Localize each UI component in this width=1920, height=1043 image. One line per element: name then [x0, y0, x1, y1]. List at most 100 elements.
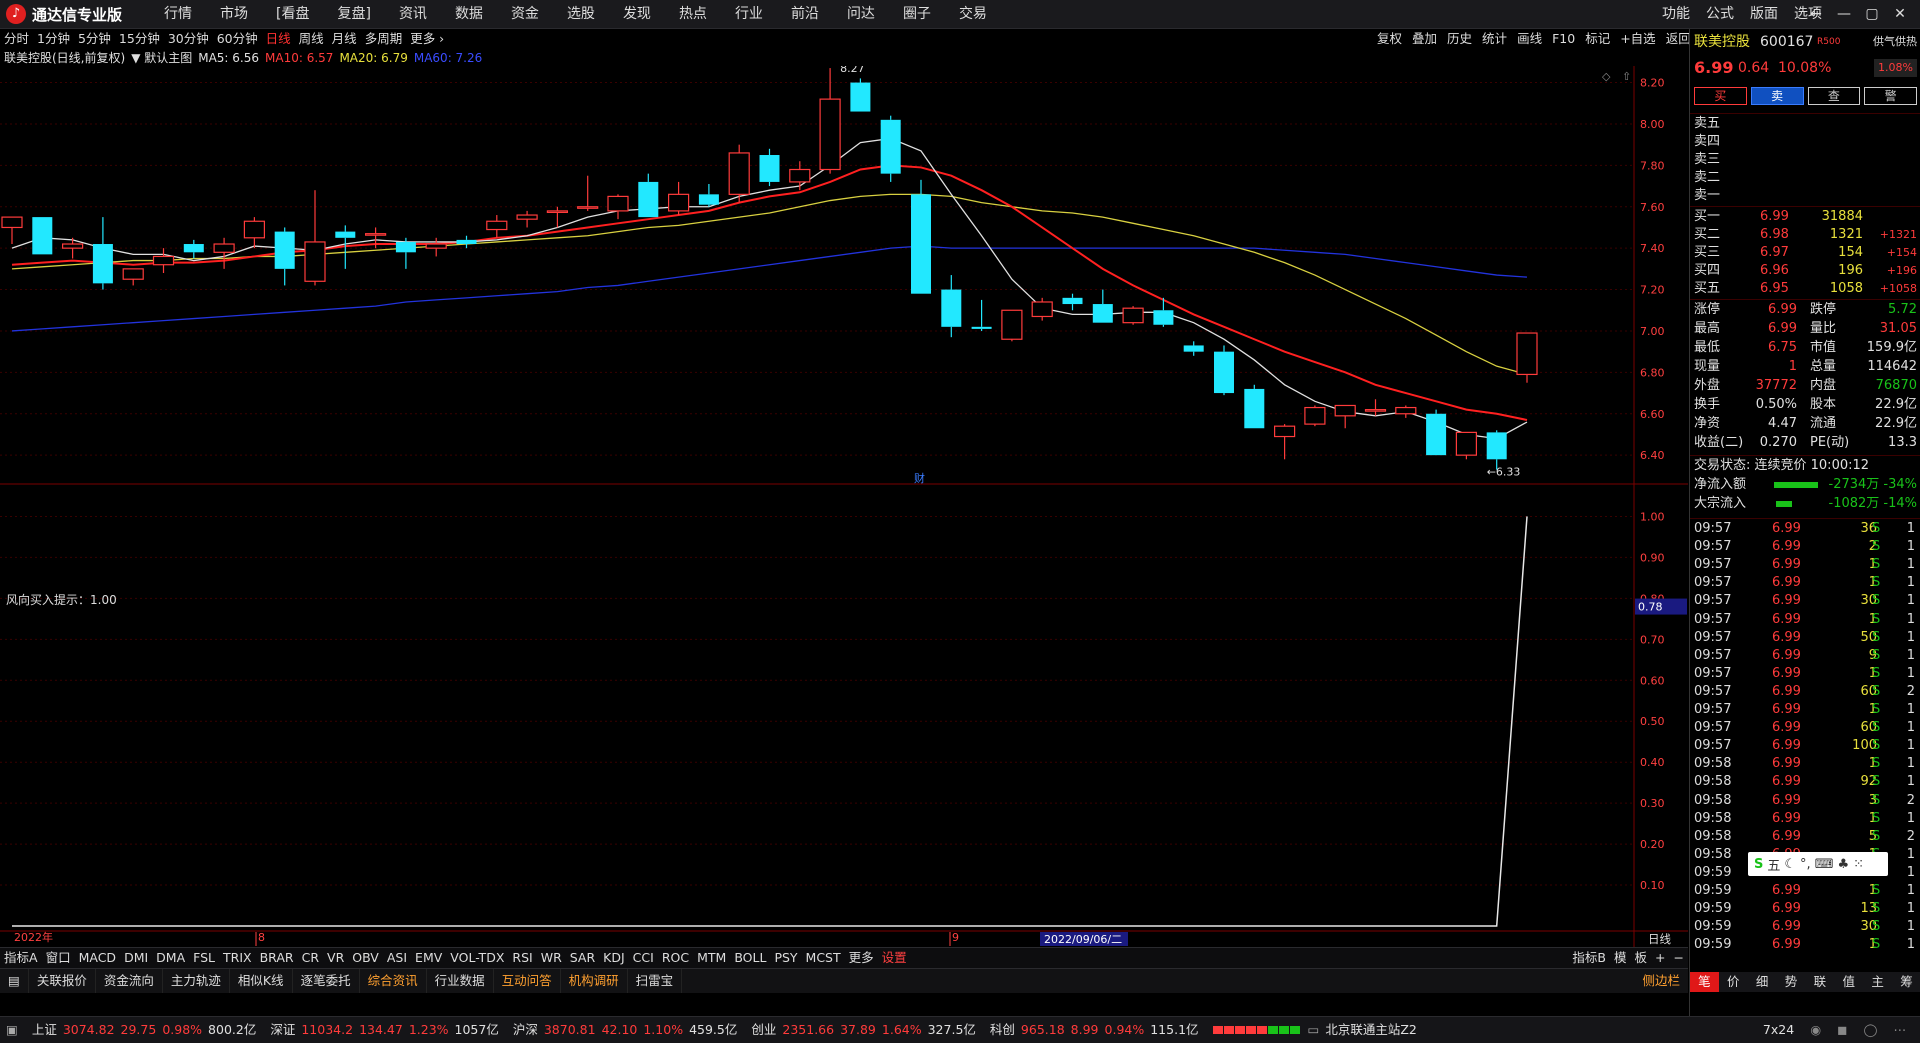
candle[interactable]	[1, 216, 23, 245]
candle[interactable]	[728, 144, 750, 203]
candle[interactable]	[1153, 297, 1174, 327]
candle[interactable]	[850, 78, 871, 112]
candle[interactable]	[1062, 293, 1083, 311]
finance-marker[interactable]: 财	[914, 471, 925, 485]
indicator-tab[interactable]: MTM	[697, 950, 727, 965]
candle[interactable]	[1273, 424, 1296, 460]
info-tab[interactable]: 综合资讯	[360, 969, 427, 993]
period-tab[interactable]: 周线	[298, 31, 324, 46]
candle[interactable]	[1214, 345, 1234, 396]
candle[interactable]	[243, 217, 265, 249]
indicator-tab[interactable]: ROC	[661, 950, 690, 965]
x-period-label[interactable]: 日线	[1648, 932, 1671, 946]
period-tab[interactable]: 多周期	[364, 31, 403, 46]
status-icon[interactable]: ◯	[1863, 1022, 1878, 1037]
candle[interactable]	[1516, 332, 1538, 383]
candle[interactable]	[32, 217, 53, 255]
info-tab[interactable]: 机构调研	[561, 969, 628, 993]
ime-grid-icon[interactable]: ⁙	[1853, 856, 1865, 872]
indicator-tab[interactable]: CCI	[632, 950, 654, 965]
candle[interactable]	[1001, 309, 1023, 342]
candle[interactable]	[395, 237, 416, 269]
chart-tool[interactable]: 返回	[1665, 31, 1691, 46]
period-tab[interactable]: 1分钟	[37, 31, 70, 46]
candle[interactable]	[425, 237, 447, 257]
candle[interactable]	[638, 173, 659, 218]
period-tab[interactable]: 分时	[4, 31, 30, 46]
indicator-tab[interactable]: ASI	[386, 950, 408, 965]
candle[interactable]	[1244, 384, 1265, 429]
right-menu-item[interactable]: 公式	[1706, 6, 1734, 22]
candle[interactable]	[1395, 405, 1417, 418]
menu-item[interactable]: 交易	[958, 6, 987, 22]
indicator-tab[interactable]: 设置	[881, 950, 907, 965]
candle[interactable]	[607, 194, 629, 220]
indicator-tab[interactable]: FSL	[193, 950, 216, 965]
trade-button[interactable]: 查	[1807, 87, 1861, 105]
indicator-tab[interactable]: BRAR	[259, 950, 294, 965]
indicator-tab[interactable]: WR	[540, 950, 562, 965]
indicator-tab[interactable]: BOLL	[734, 950, 767, 965]
candle[interactable]	[1031, 297, 1053, 321]
period-tab[interactable]: 60分钟	[216, 31, 258, 46]
ime-skin-icon[interactable]: ♣	[1837, 856, 1850, 872]
candle[interactable]	[941, 275, 962, 338]
status-icon[interactable]: ⋯	[1893, 1022, 1907, 1037]
candle[interactable]	[819, 68, 841, 174]
candle[interactable]	[1183, 341, 1204, 356]
candle[interactable]	[304, 190, 326, 286]
menu-item[interactable]: 热点	[678, 6, 707, 22]
indicator-tab-right[interactable]: +	[1655, 950, 1666, 965]
candle[interactable]	[789, 161, 811, 191]
chart-tool[interactable]: F10	[1552, 31, 1576, 46]
chart-tool[interactable]: 统计	[1482, 31, 1508, 46]
trade-button[interactable]: 卖	[1750, 87, 1804, 105]
candle[interactable]	[1455, 431, 1478, 460]
status-icon[interactable]: ◉	[1810, 1022, 1822, 1037]
menu-item[interactable]: [看盘	[276, 6, 310, 22]
menu-item[interactable]: 前沿	[790, 6, 819, 22]
index-name[interactable]: 科创	[989, 1022, 1015, 1037]
candle[interactable]	[335, 225, 356, 269]
indicator-tab[interactable]: CR	[301, 950, 320, 965]
candle[interactable]	[971, 299, 992, 331]
chart-tool[interactable]: 叠加	[1412, 31, 1438, 46]
right-menu-item[interactable]: 选项	[1794, 6, 1822, 22]
menu-item[interactable]: 复盘]	[337, 6, 371, 22]
quote-tab[interactable]: 势	[1784, 974, 1798, 989]
info-tab[interactable]: 扫雷宝	[628, 969, 683, 993]
indicator-tab[interactable]: MCST	[805, 950, 841, 965]
menu-item[interactable]: 资金	[510, 6, 539, 22]
quote-tab[interactable]: 主	[1871, 974, 1884, 989]
indicator-tab[interactable]: OBV	[352, 950, 379, 965]
period-tab[interactable]: 更多 ›	[410, 31, 445, 46]
menu-item[interactable]: 市场	[220, 6, 248, 22]
candle[interactable]	[61, 237, 84, 259]
candle[interactable]	[456, 235, 477, 249]
candle[interactable]	[546, 206, 569, 228]
candle[interactable]	[516, 210, 538, 228]
period-tab[interactable]: 15分钟	[118, 31, 160, 46]
indicator-tab-right[interactable]: 指标B	[1572, 950, 1606, 965]
ime-moon-icon[interactable]: ☾	[1784, 856, 1797, 872]
close-icon[interactable]: ✕	[1894, 6, 1906, 22]
news-clock[interactable]: 7x24	[1762, 1022, 1795, 1037]
candle[interactable]	[1486, 430, 1507, 470]
candle[interactable]	[1092, 289, 1113, 323]
candle[interactable]	[122, 268, 144, 286]
indicator-tab[interactable]: SAR	[569, 950, 596, 965]
indicator-tab[interactable]: RSI	[512, 950, 533, 965]
sidebar-toggle[interactable]: 侧边栏	[1642, 973, 1680, 988]
info-tab[interactable]: 逐笔委托	[293, 969, 360, 993]
menu-item[interactable]: 发现	[622, 6, 651, 22]
info-tab[interactable]: 关联报价	[29, 969, 96, 993]
indicator-tab[interactable]: VOL-TDX	[450, 950, 505, 965]
candle[interactable]	[1122, 306, 1144, 325]
indicator-tab-right[interactable]: −	[1673, 950, 1684, 965]
trade-button[interactable]: 警	[1864, 87, 1917, 105]
quote-tab[interactable]: 值	[1842, 974, 1856, 989]
back-icon[interactable]: ←	[1810, 6, 1822, 22]
period-tab[interactable]: 月线	[331, 31, 357, 46]
minimize-icon[interactable]: —	[1837, 6, 1851, 22]
index-name[interactable]: 深证	[270, 1022, 296, 1037]
